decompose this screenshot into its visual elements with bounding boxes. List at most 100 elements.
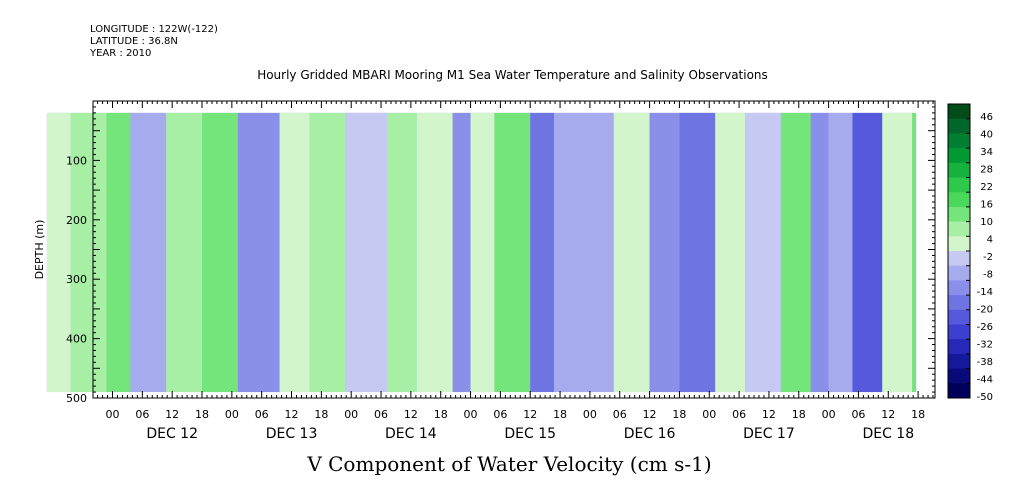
- variable-title-row: V Component of Water Velocity (cm s-1): [0, 452, 1009, 476]
- heatmap-column: [882, 112, 913, 393]
- colorbar-segment: [948, 295, 970, 311]
- heatmap-column: [106, 112, 131, 393]
- colorbar-label: 40: [980, 130, 993, 141]
- heatmap-column: [387, 112, 417, 393]
- colorbar-label: 4: [987, 235, 993, 246]
- colorbar-segment: [948, 309, 970, 325]
- colorbar-segment: [948, 192, 970, 208]
- x-hour-label: 12: [404, 408, 418, 421]
- y-tick-label: 300: [66, 273, 87, 286]
- heatmap-column: [345, 112, 388, 393]
- heatmap-column: [745, 112, 781, 393]
- x-hour-label: 00: [702, 408, 716, 421]
- metadata-block: LONGITUDE : 122W(-122) LATITUDE : 36.8N …: [90, 24, 218, 60]
- x-hour-label: 00: [822, 408, 836, 421]
- heatmap-column: [470, 112, 495, 393]
- colorbar-label: 22: [980, 182, 993, 193]
- heatmap-column: [452, 112, 471, 393]
- x-hour-label: 18: [911, 408, 925, 421]
- colorbar-segment: [948, 280, 970, 296]
- x-hour-label: 18: [314, 408, 328, 421]
- colorbar-segment: [948, 221, 970, 237]
- heatmap-column: [852, 112, 883, 393]
- colorbar-segment: [948, 206, 970, 223]
- x-day-label: DEC 16: [624, 426, 676, 442]
- x-hour-label: 06: [135, 408, 149, 421]
- variable-title: V Component of Water Velocity (cm s-1): [307, 452, 712, 476]
- y-tick-label: 500: [66, 392, 87, 405]
- heatmap-column: [810, 112, 829, 393]
- heatmap-column: [649, 112, 680, 393]
- heatmap-column: [583, 112, 614, 393]
- colorbar-label: 28: [980, 165, 993, 176]
- colorbar-label: -50: [977, 392, 993, 403]
- x-hour-label: 12: [881, 408, 895, 421]
- heatmap-column: [679, 112, 716, 393]
- colorbar-label: -44: [977, 375, 993, 386]
- x-hour-label: 00: [106, 408, 120, 421]
- y-tick-label: 200: [66, 214, 87, 227]
- colorbar-segment: [948, 368, 970, 384]
- x-hour-label: 00: [583, 408, 597, 421]
- colorbar-label: 10: [980, 217, 993, 228]
- x-day-label: DEC 18: [862, 426, 914, 442]
- x-hour-label: 00: [225, 408, 239, 421]
- heatmap-column: [130, 112, 167, 393]
- colorbar-segment: [948, 353, 970, 370]
- colorbar-segment: [948, 339, 970, 355]
- colorbar-segment: [948, 251, 970, 267]
- heatmap-column: [715, 112, 746, 393]
- x-hour-label: 12: [165, 408, 179, 421]
- x-hour-label: 12: [762, 408, 776, 421]
- x-hour-label: 06: [732, 408, 746, 421]
- colorbar-segment: [948, 236, 970, 252]
- x-hour-label: 18: [195, 408, 209, 421]
- x-hour-label: 12: [523, 408, 537, 421]
- colorbar-segment: [948, 118, 970, 134]
- colorbar-segment: [948, 265, 970, 281]
- heatmap-column: [912, 112, 917, 393]
- year-label: YEAR : 2010: [90, 48, 152, 59]
- x-hour-label: 18: [434, 408, 448, 421]
- colorbar-segment: [948, 177, 970, 193]
- colorbar-label: -20: [977, 305, 993, 316]
- x-hour-label: 06: [374, 408, 388, 421]
- heatmap-column: [530, 112, 555, 393]
- colorbar-segment: [948, 324, 970, 340]
- colorbar-label: -38: [977, 357, 993, 368]
- x-day-label: DEC 13: [266, 426, 318, 442]
- x-hour-label: 18: [672, 408, 686, 421]
- y-axis-title: DEPTH (m): [33, 220, 46, 280]
- x-hour-label: 00: [344, 408, 358, 421]
- longitude-label: LONGITUDE : 122W(-122): [90, 24, 218, 35]
- heatmap-column: [166, 112, 203, 393]
- y-tick-label: 400: [66, 333, 87, 346]
- x-hour-label: 12: [285, 408, 299, 421]
- colorbar-segment: [948, 383, 970, 399]
- colorbar-segment: [948, 104, 970, 120]
- colorbar-label: -2: [983, 252, 993, 263]
- colorbar-segment: [948, 133, 970, 149]
- x-hour-label: 06: [851, 408, 865, 421]
- heatmap-column: [416, 112, 453, 393]
- colorbar-label: -14: [977, 287, 993, 298]
- heatmap-column: [279, 112, 310, 393]
- colorbar-segment: [948, 148, 970, 164]
- heatmap-column: [237, 112, 280, 393]
- x-day-label: DEC 15: [504, 426, 556, 442]
- colorbar-label: 46: [980, 112, 993, 123]
- colorbar-label: -26: [977, 322, 993, 333]
- heatmap-column: [70, 112, 107, 393]
- colorbar-label: 34: [980, 147, 993, 158]
- colorbar-label: -32: [977, 340, 993, 351]
- x-day-label: DEC 17: [743, 426, 795, 442]
- heatmap-column: [780, 112, 811, 393]
- x-hour-label: 06: [255, 408, 269, 421]
- x-hour-label: 18: [553, 408, 567, 421]
- x-hour-label: 06: [613, 408, 627, 421]
- y-tick-label: 100: [66, 154, 87, 167]
- x-hour-label: 06: [493, 408, 507, 421]
- chart-title: Hourly Gridded MBARI Mooring M1 Sea Wate…: [257, 68, 768, 82]
- heatmap-column: [46, 112, 71, 393]
